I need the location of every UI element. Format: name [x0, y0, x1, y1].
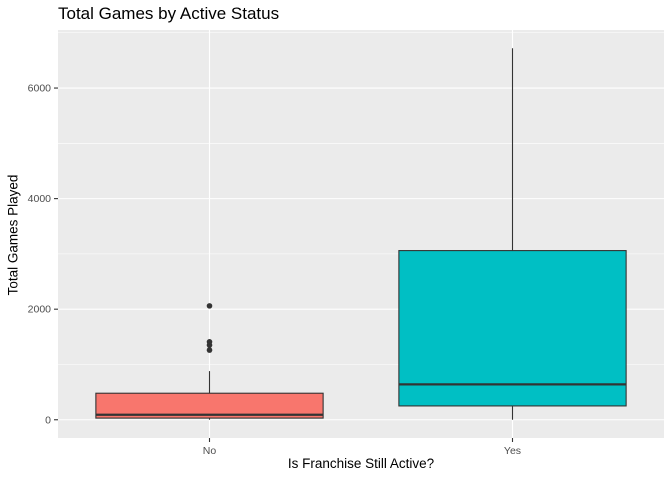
x-tick-label: Yes	[504, 445, 521, 457]
box-yes	[398, 250, 627, 407]
y-tick-label: 0	[45, 414, 51, 426]
y-tick-label: 2000	[28, 304, 52, 316]
outlier-point	[206, 347, 213, 353]
y-tick-label: 4000	[28, 193, 52, 205]
y-axis-label: Total Games Played	[5, 174, 21, 296]
y-tick-label: 6000	[28, 83, 52, 95]
chart-title: Total Games by Active Status	[58, 4, 280, 23]
x-tick-label: No	[203, 445, 217, 457]
x-axis-label: Is Franchise Still Active?	[287, 456, 435, 471]
outlier-point	[206, 339, 213, 345]
outlier-point	[206, 303, 213, 309]
